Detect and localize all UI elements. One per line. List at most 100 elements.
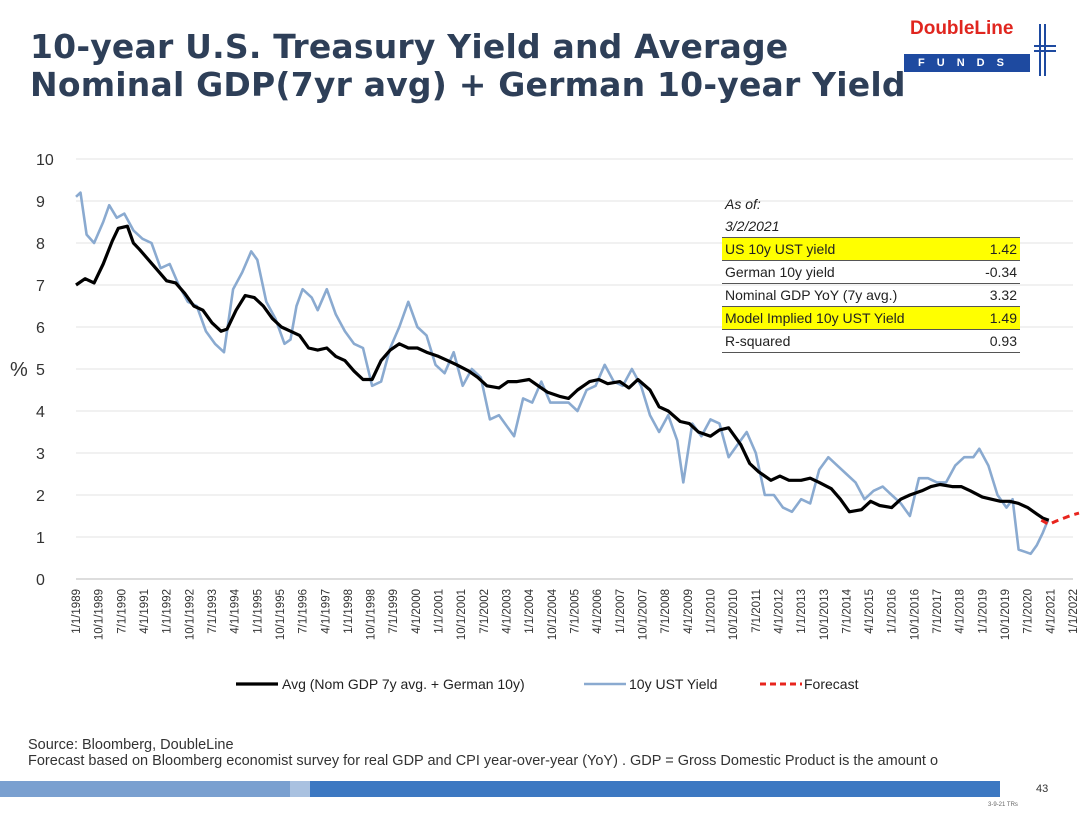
x-tick-label: 4/1/2021 xyxy=(1045,589,1057,634)
stats-value: 3.32 xyxy=(944,283,1020,307)
stats-row: German 10y yield -0.34 xyxy=(722,260,1020,284)
stats-label: US 10y UST yield xyxy=(722,237,944,261)
x-tick-label: 4/1/2009 xyxy=(683,589,695,634)
stats-row: US 10y UST yield 1.42 xyxy=(722,237,1020,261)
x-tick-label: 7/1/1999 xyxy=(388,589,400,634)
as-of-label: As of: xyxy=(725,196,761,212)
series-line-0 xyxy=(75,224,1050,522)
x-tick-label: 10/1/1995 xyxy=(275,589,287,640)
x-tick-label: 7/1/2011 xyxy=(751,589,763,633)
x-tick-label: 10/1/2019 xyxy=(1000,589,1012,640)
footer-segment xyxy=(290,781,310,797)
x-tick-label: 7/1/2005 xyxy=(570,589,582,634)
source-notes: Source: Bloomberg, DoubleLine Forecast b… xyxy=(28,737,938,769)
x-tick-label: 10/1/2010 xyxy=(728,589,740,640)
x-tick-label: 7/1/2017 xyxy=(932,589,944,634)
logo-name: DoubleLine xyxy=(910,18,1014,39)
title-line-2: Nominal GDP(7yr avg) + German 10-year Yi… xyxy=(30,65,906,104)
doubleline-logo: DoubleLine FUNDS xyxy=(904,18,1056,78)
x-tick-label: 4/1/2000 xyxy=(411,589,423,634)
as-of-date: 3/2/2021 xyxy=(725,218,780,234)
stats-label: Nominal GDP YoY (7y avg.) xyxy=(722,283,944,307)
x-tick-label: 1/1/2004 xyxy=(524,588,536,633)
chart-legend: Avg (Nom GDP 7y avg. + German 10y) 10y US… xyxy=(236,676,859,692)
y-axis-label: % xyxy=(10,359,28,381)
chart-title: 10-year U.S. Treasury Yield and Average … xyxy=(30,28,906,104)
x-tick-label: 1/1/1992 xyxy=(162,589,174,634)
stats-box: As of: 3/2/2021 US 10y UST yield 1.42 Germ… xyxy=(722,193,1020,353)
logo-sub: FUNDS xyxy=(904,54,1030,72)
stats-row: Model Implied 10y UST Yield 1.49 xyxy=(722,306,1020,330)
x-tick-label: 1/1/2022 xyxy=(1068,589,1080,634)
title-line-1: 10-year U.S. Treasury Yield and Average xyxy=(30,27,789,66)
x-tick-label: 4/1/2003 xyxy=(502,589,514,634)
stats-value: 0.93 xyxy=(944,329,1020,353)
x-tick-label: 7/1/2020 xyxy=(1023,589,1035,634)
footer-segment xyxy=(310,781,1000,797)
y-tick-label: 8 xyxy=(36,236,45,253)
footer-segment xyxy=(0,781,290,797)
y-tick-label: 10 xyxy=(36,152,54,169)
forecast-note: Forecast based on Bloomberg economist su… xyxy=(28,753,939,769)
stats-value: -0.34 xyxy=(944,260,1020,284)
x-tick-label: 1/1/2001 xyxy=(434,589,446,634)
x-tick-label: 10/1/1992 xyxy=(184,589,196,640)
x-tick-label: 1/1/1995 xyxy=(252,589,264,634)
x-tick-label: 10/1/2004 xyxy=(547,588,559,640)
stats-label: Model Implied 10y UST Yield xyxy=(722,306,944,330)
legend-label: Forecast xyxy=(804,676,859,692)
x-tick-label: 4/1/2006 xyxy=(592,589,604,634)
x-tick-label: 7/1/2002 xyxy=(479,589,491,634)
stats-table: US 10y UST yield 1.42 German 10y yield -0.3… xyxy=(722,237,1020,353)
stats-label: German 10y yield xyxy=(722,260,944,284)
x-tick-label: 1/1/1998 xyxy=(343,589,355,634)
x-tick-label: 10/1/1989 xyxy=(94,589,106,640)
stats-label: R-squared xyxy=(722,329,944,353)
y-tick-label: 1 xyxy=(36,530,45,547)
y-tick-label: 0 xyxy=(36,572,45,589)
x-tick-label: 1/1/2013 xyxy=(796,589,808,634)
x-axis-ticks: 1/1/1989 10/1/1989 7/1/1990 4/1/1991 1/1/199… xyxy=(71,588,1080,640)
x-tick-label: 7/1/1993 xyxy=(207,589,219,634)
y-tick-label: 2 xyxy=(36,488,45,505)
legend-label: Avg (Nom GDP 7y avg. + German 10y) xyxy=(282,676,525,692)
x-tick-label: 4/1/1997 xyxy=(320,589,332,634)
x-tick-label: 4/1/1994 xyxy=(230,588,242,633)
x-tick-label: 7/1/2008 xyxy=(660,589,672,634)
x-tick-label: 7/1/1990 xyxy=(116,589,128,634)
x-tick-label: 1/1/2016 xyxy=(887,589,899,634)
x-tick-label: 10/1/1998 xyxy=(366,589,378,640)
y-tick-label: 3 xyxy=(36,446,45,463)
source-line: Source: Bloomberg, DoubleLine xyxy=(28,737,234,753)
x-tick-label: 4/1/2012 xyxy=(773,589,785,634)
stats-row: Nominal GDP YoY (7y avg.) 3.32 xyxy=(722,283,1020,307)
x-tick-label: 7/1/1996 xyxy=(298,589,310,634)
x-tick-label: 10/1/2007 xyxy=(637,589,649,640)
series-line-1 xyxy=(75,191,1050,556)
page-number: 43 xyxy=(1036,783,1049,795)
footnote: 3-9-21 TRs xyxy=(988,802,1018,808)
y-tick-label: 4 xyxy=(36,404,45,421)
y-tick-label: 5 xyxy=(36,362,45,379)
x-tick-label: 1/1/2019 xyxy=(977,589,989,634)
x-tick-label: 1/1/2007 xyxy=(615,589,627,634)
x-tick-label: 1/1/1989 xyxy=(71,589,83,634)
x-tick-label: 10/1/2016 xyxy=(909,589,921,640)
x-tick-label: 4/1/2018 xyxy=(955,589,967,634)
y-tick-label: 6 xyxy=(36,320,45,337)
footer-bar xyxy=(0,781,1080,797)
x-tick-label: 7/1/2014 xyxy=(841,588,853,633)
logo-cross-icon xyxy=(1034,24,1056,76)
y-tick-label: 9 xyxy=(36,194,45,211)
legend-label: 10y UST Yield xyxy=(629,676,717,692)
stats-value: 1.42 xyxy=(944,237,1020,261)
stats-row: R-squared 0.93 xyxy=(722,329,1020,353)
y-axis-ticks: 0 1 2 3 4 5 6 7 8 9 10 xyxy=(36,152,54,589)
x-tick-label: 1/1/2010 xyxy=(705,589,717,634)
x-tick-label: 10/1/2001 xyxy=(456,589,468,640)
y-tick-label: 7 xyxy=(36,278,45,295)
series-lines xyxy=(75,191,1080,556)
x-tick-label: 4/1/1991 xyxy=(139,589,151,634)
x-tick-label: 10/1/2013 xyxy=(819,589,831,640)
x-tick-label: 4/1/2015 xyxy=(864,589,876,634)
